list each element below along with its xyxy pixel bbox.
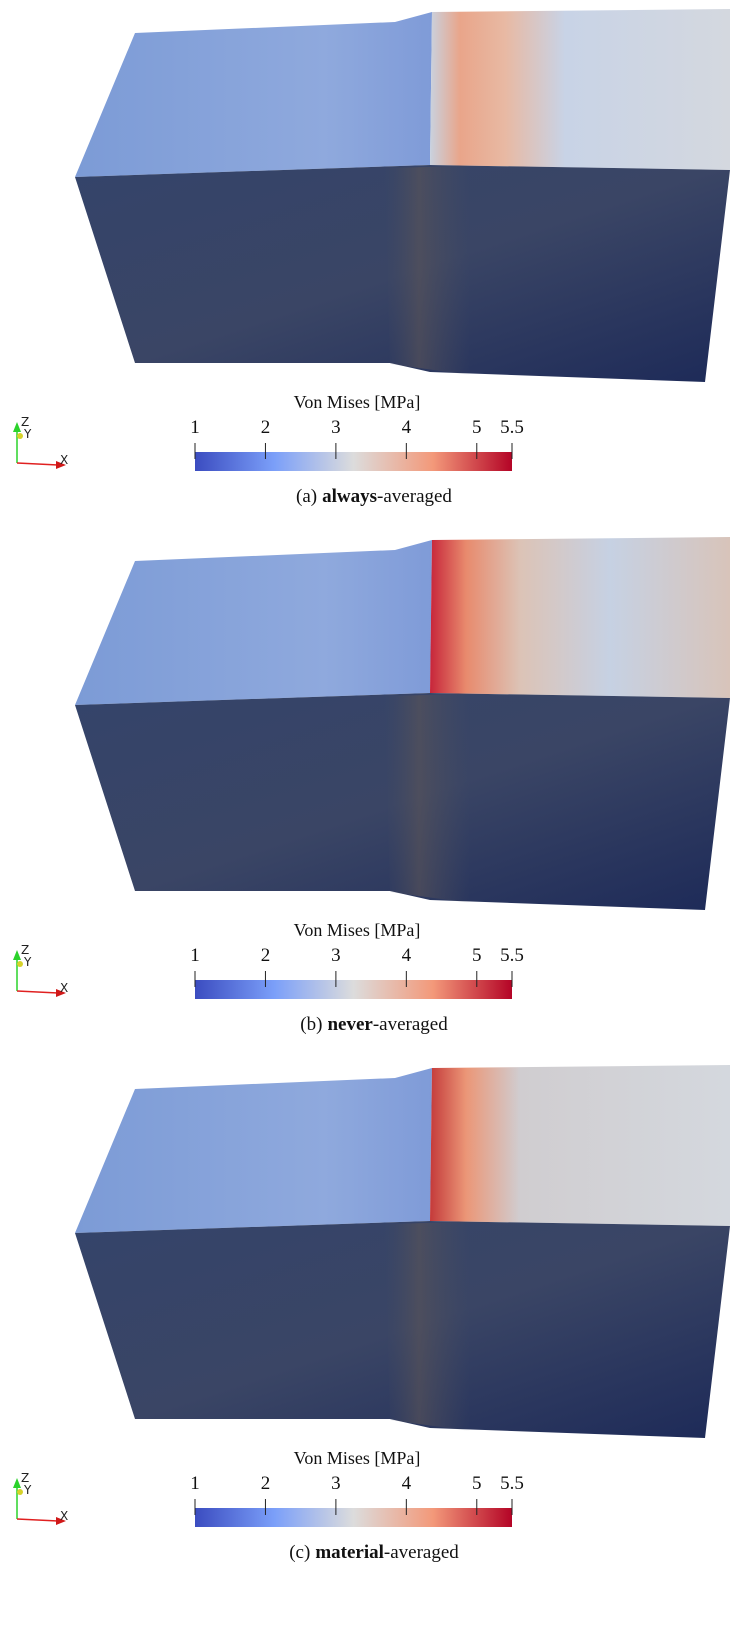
axis-y-head bbox=[17, 433, 23, 439]
caption-suffix: -averaged bbox=[377, 486, 452, 507]
caption-label: (a) bbox=[296, 486, 317, 507]
caption-label: (c) bbox=[289, 1542, 310, 1563]
axis-label: X bbox=[60, 453, 68, 467]
colorbar bbox=[195, 980, 512, 999]
render bbox=[75, 9, 730, 382]
caption-suffix: -averaged bbox=[384, 1542, 459, 1563]
axis-y-head bbox=[17, 961, 23, 967]
caption-suffix: -averaged bbox=[373, 1014, 448, 1035]
colorbar-tick-label: 5.5 bbox=[500, 1473, 524, 1494]
axis-x bbox=[17, 463, 58, 465]
colorbar-tick-label: 2 bbox=[261, 945, 271, 966]
top-face-left bbox=[75, 1068, 432, 1233]
axis-label: Y bbox=[23, 427, 32, 441]
top-face-left bbox=[75, 540, 432, 705]
colorbar-tick-label: 4 bbox=[402, 945, 412, 966]
top-face-right bbox=[430, 537, 730, 698]
top-face-left bbox=[75, 12, 432, 177]
top-face-right bbox=[430, 9, 730, 170]
axis-z-head bbox=[13, 950, 21, 960]
axes-triad: ZYX bbox=[13, 943, 68, 997]
axis-y-head bbox=[17, 1489, 23, 1495]
top-face-right bbox=[430, 1065, 730, 1226]
figure: ZYXVon Mises [MPa]123455.5(a)always-aver… bbox=[0, 0, 755, 1624]
colorbar-tick-label: 5.5 bbox=[500, 417, 524, 438]
caption-emphasis: always bbox=[322, 486, 377, 507]
axis-z-head bbox=[13, 422, 21, 432]
page: {"panels": [ {"colorbar": {"title": "Von… bbox=[0, 0, 755, 1624]
caption-label: (b) bbox=[300, 1014, 322, 1035]
colorbar-tick-label: 2 bbox=[261, 417, 271, 438]
colorbar bbox=[195, 452, 512, 471]
colorbar-tick-label: 5.5 bbox=[500, 945, 524, 966]
axis-label: X bbox=[60, 981, 68, 995]
render bbox=[75, 1065, 730, 1438]
colorbar-tick-label: 5 bbox=[472, 417, 482, 438]
colorbar-title: Von Mises [MPa] bbox=[294, 1448, 421, 1468]
colorbar-title: Von Mises [MPa] bbox=[294, 920, 421, 940]
front-seam bbox=[385, 694, 470, 903]
axis-z-head bbox=[13, 1478, 21, 1488]
colorbar-tick-label: 4 bbox=[402, 417, 412, 438]
axes-triad: ZYX bbox=[13, 1471, 68, 1525]
axes-triad: ZYX bbox=[13, 415, 68, 469]
front-seam bbox=[385, 1222, 470, 1431]
axis-x bbox=[17, 991, 58, 993]
axis-label: X bbox=[60, 1509, 68, 1523]
colorbar-tick-label: 5 bbox=[472, 1473, 482, 1494]
axis-x bbox=[17, 1519, 58, 1521]
colorbar-title: Von Mises [MPa] bbox=[294, 392, 421, 412]
axis-label: Y bbox=[23, 955, 32, 969]
colorbar-tick-label: 2 bbox=[261, 1473, 271, 1494]
colorbar-tick-label: 3 bbox=[331, 1473, 341, 1494]
caption: (c)material-averaged bbox=[289, 1542, 459, 1563]
colorbar-tick-label: 3 bbox=[331, 945, 341, 966]
colorbar-tick-label: 4 bbox=[402, 1473, 412, 1494]
colorbar-tick-label: 1 bbox=[190, 417, 200, 438]
colorbar-tick-label: 5 bbox=[472, 945, 482, 966]
caption-emphasis: never bbox=[327, 1014, 373, 1035]
render bbox=[75, 537, 730, 910]
caption: (a)always-averaged bbox=[296, 486, 452, 507]
colorbar bbox=[195, 1508, 512, 1527]
caption-emphasis: material bbox=[315, 1542, 384, 1563]
colorbar-tick-label: 1 bbox=[190, 945, 200, 966]
caption: (b)never-averaged bbox=[300, 1014, 448, 1035]
axis-label: Y bbox=[23, 1483, 32, 1497]
colorbar-tick-label: 1 bbox=[190, 1473, 200, 1494]
colorbar-tick-label: 3 bbox=[331, 417, 341, 438]
front-seam bbox=[385, 166, 470, 375]
